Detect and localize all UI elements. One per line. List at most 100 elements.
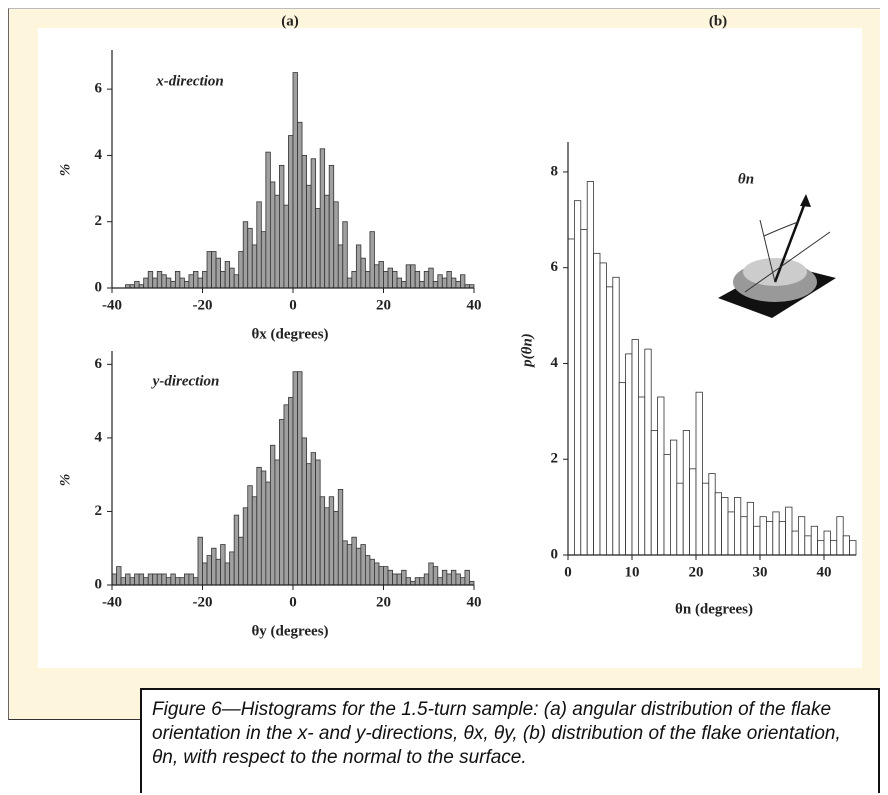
histogram-bar [428, 267, 434, 289]
histogram-bar [279, 164, 285, 289]
histogram-bar [220, 544, 226, 586]
y-tick-label: 2 [95, 213, 103, 229]
histogram-bar [143, 577, 149, 586]
histogram-bar [460, 577, 466, 586]
histogram-bar [165, 577, 172, 586]
x-axis-label: θn (degrees) [675, 601, 753, 617]
histogram-bar [670, 439, 678, 556]
histogram-bar [804, 535, 812, 556]
histogram-bar [849, 540, 857, 556]
histogram-bar [188, 573, 194, 586]
histogram-bar [369, 558, 375, 586]
histogram-bar [265, 481, 271, 586]
histogram-bar [242, 221, 249, 289]
histogram-bar [134, 573, 140, 586]
histogram-bar [419, 577, 425, 586]
panel-title: (b) [709, 13, 727, 29]
x-tick-label: -20 [193, 297, 213, 313]
histogram-bar [328, 164, 335, 289]
histogram-bar [242, 507, 249, 586]
histogram-bar [211, 251, 217, 289]
histogram-bar [152, 573, 158, 586]
histogram-bar [798, 516, 806, 556]
histogram-bar [791, 530, 799, 556]
histogram-bar [392, 271, 398, 289]
histogram-bar [260, 470, 267, 586]
y-tick-label: 6 [95, 81, 103, 97]
histogram-bar [229, 551, 235, 586]
caption: Figure 6—Histograms for the 1.5-turn sam… [140, 688, 880, 793]
histogram-bar [574, 200, 582, 556]
histogram-bar [165, 277, 172, 289]
histogram-bar [229, 267, 235, 289]
histogram-bar [346, 277, 353, 289]
histogram-bar [721, 497, 729, 556]
histogram-bar [414, 271, 421, 289]
y-tick-label: 2 [551, 451, 559, 467]
histogram-bar [215, 257, 221, 289]
histogram-bar [682, 430, 691, 556]
y-tick-label: 8 [551, 163, 559, 179]
x-tick-label: 0 [289, 594, 297, 610]
panel-title: (a) [281, 13, 299, 29]
histogram-bar [301, 155, 307, 289]
histogram-bar [378, 566, 384, 586]
histogram-bar [369, 231, 375, 289]
histogram-bar [387, 569, 393, 586]
histogram-bar [817, 540, 825, 556]
histogram-bar [315, 208, 321, 289]
histogram-bar [297, 371, 303, 586]
histogram-bar [188, 274, 194, 289]
histogram-bar [464, 569, 470, 586]
histogram-bar [383, 566, 389, 586]
histogram-bar [283, 404, 289, 586]
histogram-bar [269, 444, 276, 586]
histogram-bar [337, 244, 344, 289]
histogram-bar [734, 497, 742, 556]
x-tick-label: 0 [564, 564, 572, 580]
histogram-bar [586, 181, 595, 556]
histogram-bar [215, 558, 221, 586]
x-axis-label: θy (degrees) [251, 623, 328, 639]
figure-background [38, 28, 862, 668]
y-tick-label: 4 [551, 355, 559, 371]
histogram-bar [274, 194, 280, 289]
histogram-bar [134, 280, 140, 289]
histogram-bar [346, 544, 353, 586]
histogram-bar [374, 264, 380, 289]
histogram-bar [238, 536, 244, 586]
histogram-bar [663, 454, 671, 556]
histogram-bar [432, 280, 439, 289]
histogram-bar [116, 566, 122, 586]
histogram-bar [333, 511, 339, 586]
y-tick-label: 0 [95, 279, 103, 295]
histogram-bar [147, 573, 154, 586]
histogram-bar [156, 573, 163, 586]
histogram-bar [396, 573, 403, 586]
histogram-bar [279, 419, 285, 586]
histogram-bar [631, 339, 639, 556]
histogram-bar [714, 492, 723, 556]
histogram-bar [202, 271, 208, 289]
x-tick-label: 10 [625, 564, 640, 580]
histogram-bar [625, 353, 633, 556]
histogram-bar [129, 577, 136, 586]
histogram-bar [455, 280, 461, 289]
histogram-bar [437, 577, 443, 586]
histogram-bar [355, 547, 362, 586]
histogram-bar [830, 540, 838, 556]
histogram-bar [197, 536, 203, 586]
y-axis-label: % [57, 474, 73, 487]
histogram-bar [441, 277, 448, 289]
histogram-bar [328, 496, 335, 586]
annotation: y-direction [151, 373, 220, 389]
histogram-bar [138, 573, 145, 586]
histogram-bar [174, 271, 181, 289]
histogram-bar [256, 466, 262, 586]
histogram-bar [360, 544, 366, 586]
histogram-bar [251, 244, 258, 289]
x-tick-label: 20 [376, 297, 391, 313]
histogram-bar [842, 535, 851, 556]
annotation: θn [738, 171, 754, 187]
